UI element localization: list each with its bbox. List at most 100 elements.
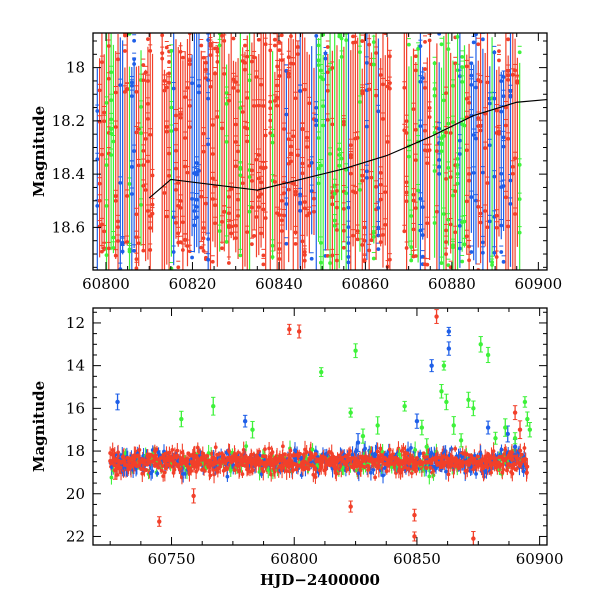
data-point bbox=[460, 464, 465, 469]
data-point bbox=[401, 446, 406, 451]
data-point bbox=[450, 463, 455, 468]
data-point bbox=[237, 468, 242, 473]
data-point bbox=[446, 47, 451, 52]
data-point bbox=[513, 467, 518, 472]
data-point bbox=[100, 249, 104, 254]
data-point bbox=[160, 33, 165, 38]
data-point bbox=[451, 243, 455, 248]
data-point bbox=[291, 468, 296, 472]
data-point bbox=[462, 219, 467, 224]
data-point bbox=[206, 142, 211, 147]
data-point bbox=[174, 187, 178, 192]
data-point bbox=[423, 85, 427, 90]
data-point bbox=[194, 172, 199, 177]
data-point bbox=[350, 456, 355, 461]
data-point bbox=[429, 461, 434, 466]
data-point bbox=[151, 454, 156, 459]
data-point bbox=[169, 48, 174, 53]
data-point bbox=[409, 258, 414, 263]
data-point bbox=[146, 159, 150, 164]
data-point bbox=[416, 188, 421, 193]
data-point bbox=[263, 447, 267, 452]
data-point bbox=[269, 451, 274, 456]
data-point bbox=[104, 203, 109, 208]
data-point bbox=[441, 212, 446, 216]
data-point bbox=[493, 456, 498, 461]
data-point bbox=[418, 451, 423, 456]
data-point bbox=[141, 163, 146, 167]
data-point bbox=[307, 457, 312, 462]
data-point bbox=[118, 180, 123, 185]
data-point bbox=[129, 94, 134, 99]
data-point bbox=[233, 80, 238, 85]
data-point bbox=[517, 50, 522, 55]
data-point bbox=[418, 79, 423, 84]
data-point bbox=[167, 463, 172, 468]
data-point bbox=[102, 119, 107, 124]
data-point bbox=[335, 188, 339, 193]
data-point bbox=[194, 455, 199, 460]
data-point bbox=[236, 197, 240, 202]
data-point bbox=[286, 187, 291, 192]
data-point bbox=[155, 471, 160, 476]
data-point bbox=[205, 453, 210, 458]
data-point bbox=[129, 83, 134, 88]
data-point bbox=[150, 173, 155, 178]
data-point bbox=[136, 241, 141, 246]
data-point bbox=[501, 135, 506, 140]
data-point bbox=[369, 175, 374, 180]
data-point bbox=[185, 459, 190, 464]
data-point bbox=[376, 247, 381, 252]
data-point bbox=[170, 447, 175, 452]
data-point bbox=[432, 93, 437, 98]
data-point bbox=[441, 134, 446, 138]
data-point bbox=[503, 123, 508, 128]
data-point bbox=[146, 209, 150, 213]
data-point bbox=[360, 243, 365, 247]
data-point bbox=[180, 220, 185, 225]
data-point bbox=[353, 40, 358, 45]
data-point bbox=[236, 149, 240, 154]
data-point bbox=[109, 475, 114, 480]
data-point bbox=[164, 129, 169, 134]
data-point bbox=[312, 209, 316, 214]
data-point bbox=[109, 70, 114, 75]
data-point bbox=[210, 451, 214, 456]
data-point bbox=[267, 446, 272, 451]
data-point bbox=[261, 253, 266, 258]
bottom-ytick-label: 14 bbox=[66, 357, 85, 375]
data-point bbox=[440, 455, 445, 460]
data-point bbox=[404, 190, 409, 195]
data-point bbox=[175, 448, 180, 453]
data-point bbox=[519, 452, 524, 457]
data-point bbox=[207, 465, 212, 470]
top-ytick-label: 18.6 bbox=[52, 218, 85, 236]
data-point bbox=[250, 468, 255, 473]
data-point bbox=[95, 203, 100, 208]
data-point bbox=[411, 107, 416, 112]
data-point bbox=[256, 176, 261, 181]
red-outlier-point bbox=[471, 531, 476, 545]
data-point bbox=[501, 94, 506, 99]
model-curve bbox=[148, 98, 547, 199]
data-point bbox=[121, 455, 126, 460]
data-point bbox=[387, 86, 392, 91]
data-point bbox=[272, 457, 277, 462]
data-point bbox=[373, 475, 377, 480]
data-point bbox=[164, 214, 169, 219]
data-point bbox=[282, 452, 287, 457]
data-point bbox=[288, 448, 293, 453]
data-point bbox=[469, 61, 474, 66]
red-outlier-point bbox=[191, 488, 196, 504]
data-point bbox=[263, 42, 268, 47]
data-point bbox=[200, 467, 205, 472]
data-point bbox=[300, 171, 305, 176]
data-point bbox=[507, 452, 512, 457]
data-point bbox=[418, 124, 423, 129]
data-point bbox=[369, 470, 373, 475]
data-point bbox=[275, 64, 280, 69]
data-point bbox=[270, 243, 275, 248]
data-point bbox=[261, 207, 266, 212]
data-point bbox=[295, 464, 300, 469]
data-point bbox=[221, 453, 226, 458]
